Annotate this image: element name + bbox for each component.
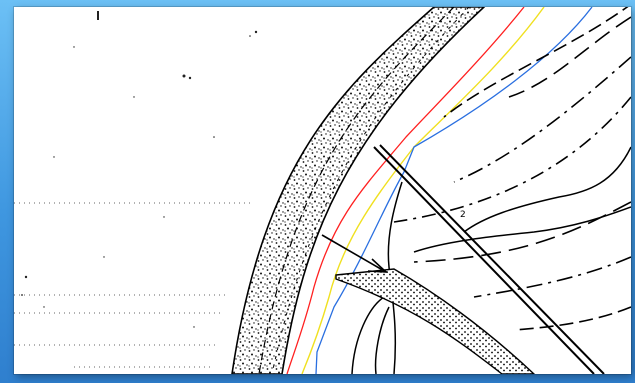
terrain-lines: [351, 146, 631, 374]
dotted-lines: [14, 202, 254, 368]
diagonal-road: [373, 144, 605, 374]
arrow: [321, 234, 389, 273]
yellow-line: [301, 7, 545, 374]
red-line: [286, 7, 525, 374]
stippled-wedge: [335, 268, 536, 374]
stippled-band: [231, 7, 486, 374]
band-dash-1: [258, 7, 455, 374]
contour-lines: [393, 7, 631, 331]
scanned-drawing: 2: [14, 7, 631, 374]
scan-noise: [21, 11, 258, 328]
small-number-label: 2: [460, 210, 466, 220]
